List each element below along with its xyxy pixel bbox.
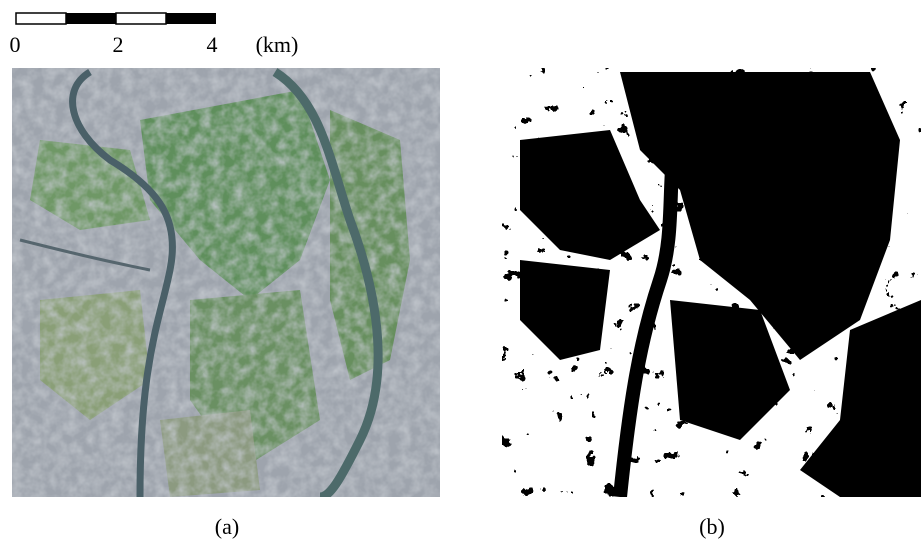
scale-label: 2 — [113, 32, 124, 57]
page: 0 2 4 (km) (a) (b) (() => { const data =… — [0, 0, 921, 543]
scale-unit: (km) — [256, 32, 299, 57]
panel-caption: (a) — [215, 514, 239, 539]
classification-map — [502, 68, 921, 497]
satellite-image — [12, 68, 440, 497]
scale-bar — [16, 13, 216, 24]
scale-label: 4 — [207, 32, 218, 57]
scale-label: 0 — [10, 32, 21, 57]
panel-caption: (b) — [699, 514, 725, 539]
figure: 0 2 4 (km) (a) (b) — [0, 0, 921, 543]
